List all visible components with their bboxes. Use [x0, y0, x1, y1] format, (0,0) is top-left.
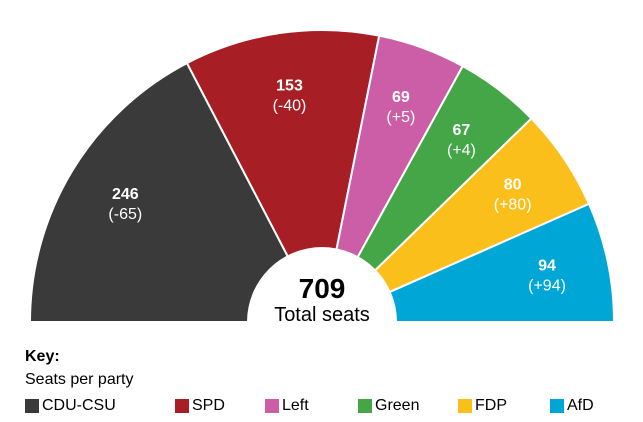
slice-cdu-csu — [28, 61, 324, 323]
legend-swatch — [265, 399, 279, 413]
legend-label: SPD — [192, 397, 225, 414]
key-title: Key: — [25, 348, 60, 365]
slice-change-cdu-csu: (-65) — [108, 206, 142, 223]
legend-label: Left — [282, 397, 309, 414]
center-hole — [247, 247, 397, 345]
slice-change-afd: (+94) — [528, 277, 566, 294]
legend-swatch — [358, 399, 372, 413]
slice-change-left: (+5) — [386, 109, 415, 126]
legend-label: Green — [375, 397, 420, 414]
slice-value-fdp: 80 — [504, 176, 522, 193]
slice-change-green: (+4) — [447, 142, 476, 159]
key-subtitle: Seats per party — [25, 371, 134, 388]
legend-item-fdp: FDP — [458, 397, 507, 415]
slice-value-left: 69 — [392, 89, 410, 106]
legend-item-left: Left — [265, 397, 309, 415]
legend-item-cdu-csu: CDU-CSU — [25, 397, 116, 415]
legend: CDU-CSU SPD Left Green FDP AfD — [25, 397, 635, 419]
legend-label: CDU-CSU — [42, 397, 116, 414]
legend-item-green: Green — [358, 397, 419, 415]
legend-item-spd: SPD — [175, 397, 225, 415]
legend-swatch — [25, 399, 39, 413]
parliament-chart: 246 (-65) 153 (-40) 69 (+5) 67 (+4) 80 (+80) 94 (+9… — [28, 30, 616, 345]
total-seats-label: Total seats — [274, 304, 370, 326]
slice-change-fdp: (+80) — [494, 196, 532, 213]
slice-value-afd: 94 — [538, 257, 556, 274]
slice-value-green: 67 — [453, 122, 471, 139]
legend-label: AfD — [567, 397, 594, 414]
slice-afd — [321, 202, 616, 323]
legend-swatch — [458, 399, 472, 413]
legend-item-afd: AfD — [550, 397, 594, 415]
legend-label: FDP — [475, 397, 507, 414]
legend-swatch — [175, 399, 189, 413]
slice-value-cdu-csu: 246 — [112, 186, 139, 203]
slice-value-spd: 153 — [276, 77, 303, 94]
slice-change-spd: (-40) — [273, 97, 307, 114]
legend-swatch — [550, 399, 564, 413]
total-seats-value: 709 — [299, 273, 346, 304]
